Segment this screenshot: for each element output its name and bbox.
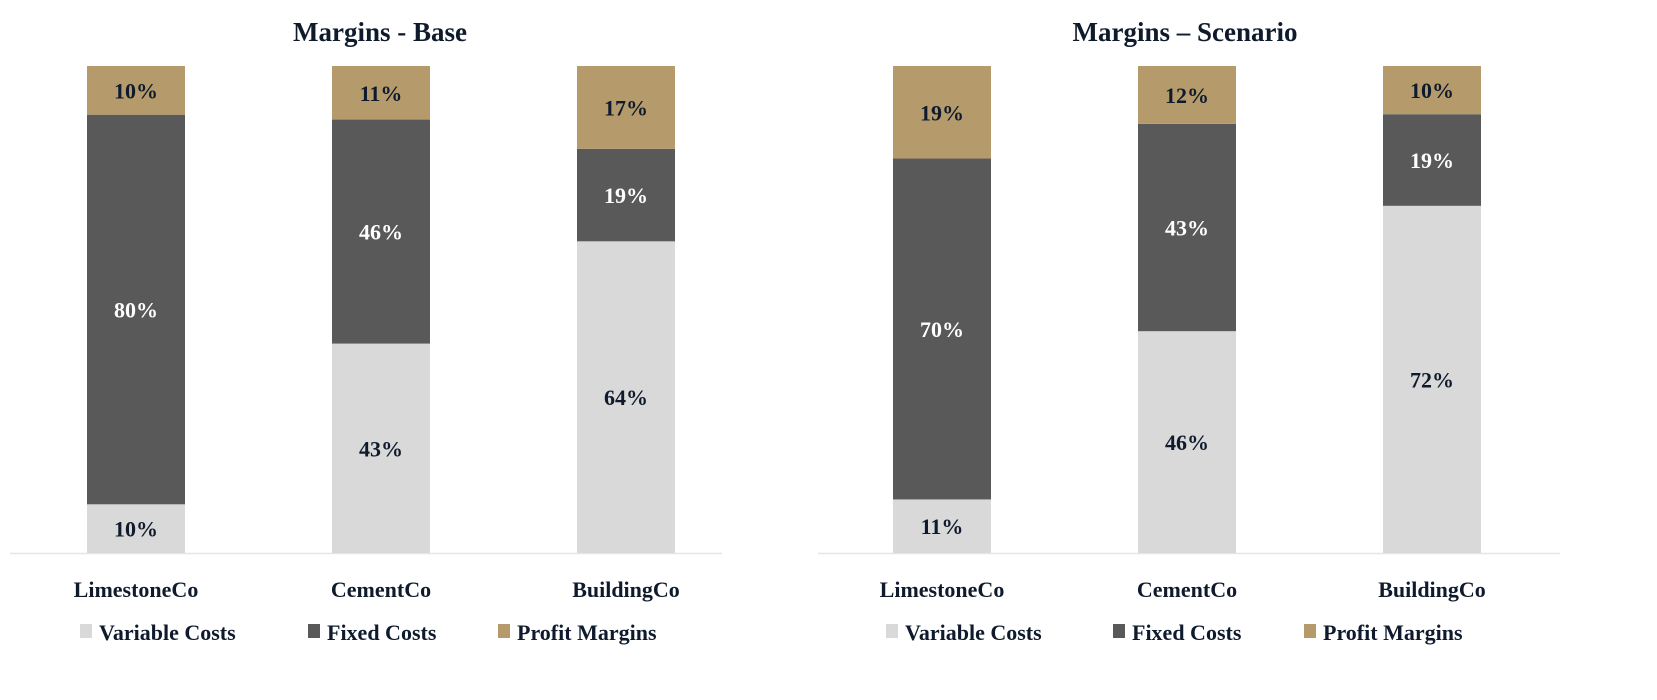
bar-segment-fixed-costs xyxy=(1138,123,1236,332)
data-label: 43% xyxy=(359,436,403,461)
bar-segment-variable-costs xyxy=(893,499,991,553)
bar-segment-fixed-costs xyxy=(577,148,675,242)
x-tick-label: LimestoneCo xyxy=(880,577,1005,602)
data-label: 10% xyxy=(114,78,158,103)
bar-segment-profit-margins xyxy=(1383,66,1481,115)
chart-title: Margins – Scenario xyxy=(1073,17,1298,47)
legend-swatch xyxy=(1304,624,1316,638)
data-label: 43% xyxy=(1165,216,1209,241)
bar-segment-variable-costs xyxy=(1138,331,1236,553)
bar-segment-profit-margins xyxy=(1138,66,1236,124)
bar-segment-fixed-costs xyxy=(87,114,185,505)
bar-segment-variable-costs xyxy=(577,241,675,553)
data-label: 72% xyxy=(1410,367,1454,392)
x-tick-label: BuildingCo xyxy=(572,577,680,602)
bar-segment-variable-costs xyxy=(1383,205,1481,554)
chart-1: Margins – Scenario 11% 70% 19% LimestoneCo 46… xyxy=(818,17,1560,645)
data-label: 19% xyxy=(920,100,964,125)
legend-entry: Profit Margins xyxy=(517,620,657,645)
legend-swatch xyxy=(80,624,92,638)
x-tick-label: BuildingCo xyxy=(1378,577,1486,602)
x-tick-label: LimestoneCo xyxy=(74,577,199,602)
x-tick-label: CementCo xyxy=(1137,577,1237,602)
data-label: 12% xyxy=(1165,83,1209,108)
legend-swatch xyxy=(1113,624,1125,638)
bar-segment-variable-costs xyxy=(87,504,185,553)
data-label: 17% xyxy=(604,95,648,120)
legend-entry: Variable Costs xyxy=(99,620,236,645)
chart-0: Margins - Base 10% 80% 10% LimestoneCo 43% 46%… xyxy=(10,17,722,645)
data-label: 19% xyxy=(1410,148,1454,173)
data-label: 10% xyxy=(1410,78,1454,103)
data-label: 11% xyxy=(360,81,403,106)
legend-entry: Variable Costs xyxy=(905,620,1042,645)
data-label: 11% xyxy=(921,514,964,539)
bar-segment-fixed-costs xyxy=(332,119,430,344)
data-label: 19% xyxy=(604,183,648,208)
bar-segment-profit-margins xyxy=(332,66,430,120)
data-label: 46% xyxy=(1165,430,1209,455)
legend-entry: Fixed Costs xyxy=(1132,620,1242,645)
legend-entry: Profit Margins xyxy=(1323,620,1463,645)
bar-segment-variable-costs xyxy=(332,343,430,553)
legend-swatch xyxy=(886,624,898,638)
chart-title: Margins - Base xyxy=(293,17,467,47)
data-label: 70% xyxy=(920,317,964,342)
bar-segment-fixed-costs xyxy=(1383,114,1481,206)
data-label: 64% xyxy=(604,385,648,410)
x-tick-label: CementCo xyxy=(331,577,431,602)
legend-swatch xyxy=(308,624,320,638)
data-label: 10% xyxy=(114,517,158,542)
bar-segment-profit-margins xyxy=(893,66,991,159)
data-label: 80% xyxy=(114,298,158,323)
legend-swatch xyxy=(498,624,510,638)
legend-entry: Fixed Costs xyxy=(327,620,437,645)
bar-segment-profit-margins xyxy=(87,66,185,115)
bar-segment-profit-margins xyxy=(577,66,675,149)
bar-segment-fixed-costs xyxy=(893,158,991,500)
data-label: 46% xyxy=(359,220,403,245)
